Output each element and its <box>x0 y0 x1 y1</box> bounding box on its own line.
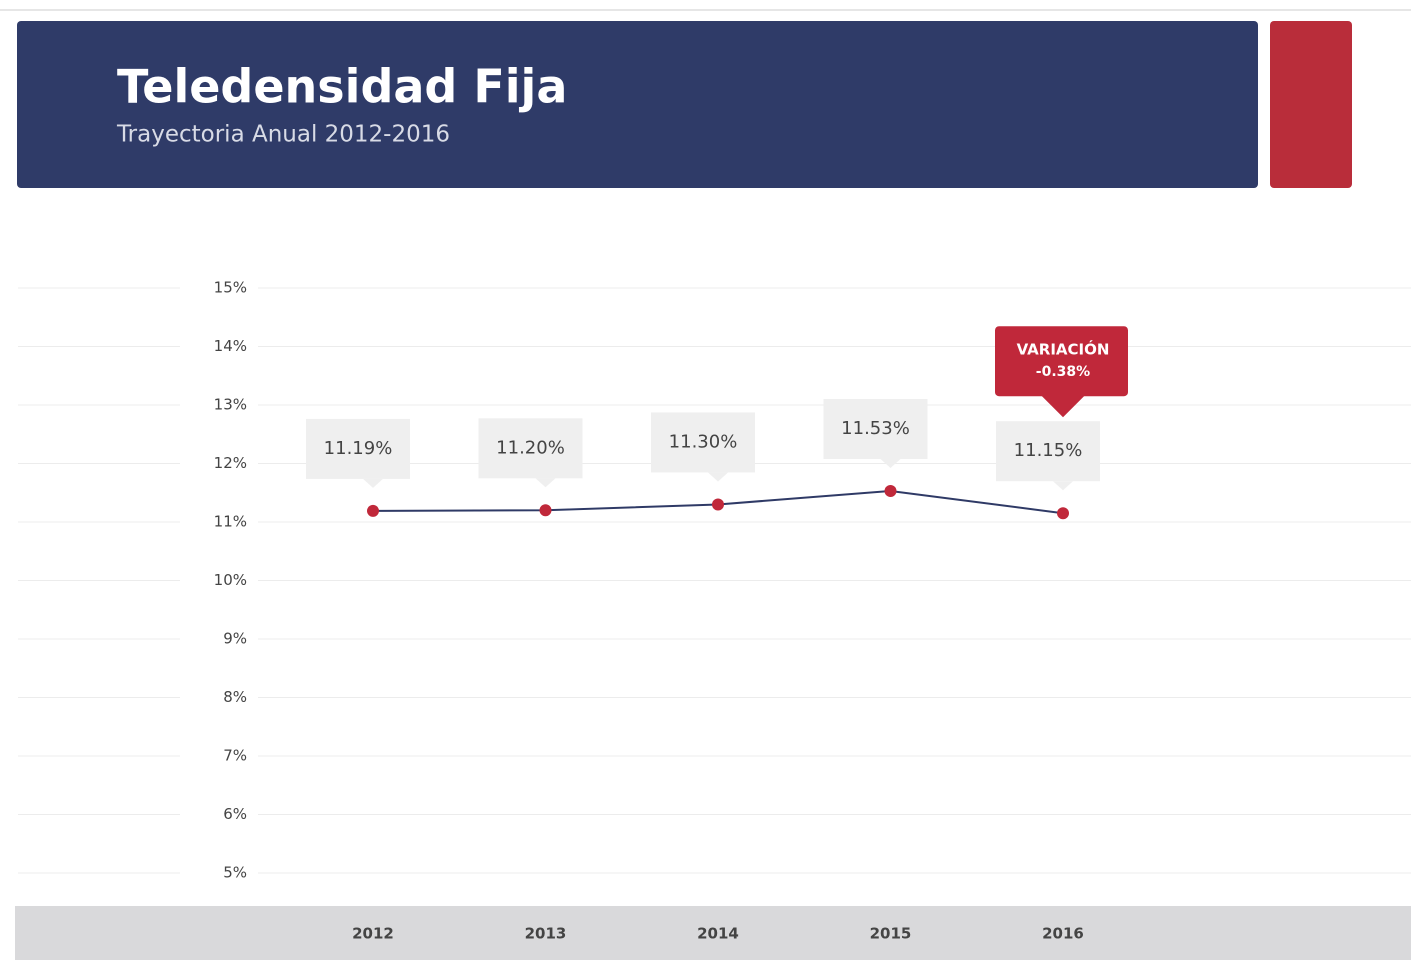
x-tick-label: 2013 <box>525 925 567 943</box>
label-box <box>823 398 928 459</box>
x-tick-label: 2014 <box>697 925 739 943</box>
y-tick-label: 10% <box>214 571 247 589</box>
data-label: 11.19% <box>324 438 393 459</box>
point <box>712 498 724 511</box>
label-box <box>651 412 755 473</box>
label-box <box>478 418 583 479</box>
label-box <box>306 418 410 479</box>
header-banner <box>17 21 1258 188</box>
y-tick-label: 14% <box>214 337 247 355</box>
x-tick-label: 2015 <box>870 925 912 943</box>
label-pointer <box>880 458 901 468</box>
y-tick-label: 8% <box>223 688 247 706</box>
chart-subtitle: Trayectoria Anual 2012-2016 <box>116 122 450 148</box>
y-tick-label: 15% <box>214 279 247 297</box>
point <box>884 484 897 497</box>
annotation-title: VARIACIÓN <box>1017 340 1110 359</box>
label-box <box>996 421 1100 482</box>
header-accent <box>1270 21 1352 188</box>
point <box>539 504 552 517</box>
x-axis-band <box>15 906 1411 960</box>
chart-title: Teledensidad Fija <box>117 60 567 114</box>
data-label: 11.20% <box>496 437 565 458</box>
data-label: 11.53% <box>841 418 910 439</box>
y-tick-label: 6% <box>223 805 247 823</box>
y-tick-label: 7% <box>223 747 247 765</box>
x-tick-label: 2016 <box>1042 925 1084 943</box>
point <box>367 504 379 517</box>
y-tick-label: 12% <box>214 454 247 472</box>
y-tick-label: 11% <box>214 513 247 531</box>
y-tick-label: 5% <box>223 864 247 882</box>
x-tick-label: 2012 <box>352 925 394 943</box>
annotation-box <box>995 326 1128 397</box>
y-tick-label: 9% <box>223 630 247 648</box>
data-label: 11.30% <box>669 431 738 452</box>
label-pointer <box>363 478 383 488</box>
annotation-text: -0.38% <box>1036 364 1090 380</box>
annotation-pointer <box>1041 395 1085 418</box>
y-tick-label: 13% <box>214 396 247 414</box>
label-pointer <box>708 472 728 482</box>
label-pointer <box>535 478 556 488</box>
label-pointer <box>1053 481 1073 491</box>
point <box>1057 507 1069 520</box>
data-label: 11.15% <box>1014 440 1083 461</box>
